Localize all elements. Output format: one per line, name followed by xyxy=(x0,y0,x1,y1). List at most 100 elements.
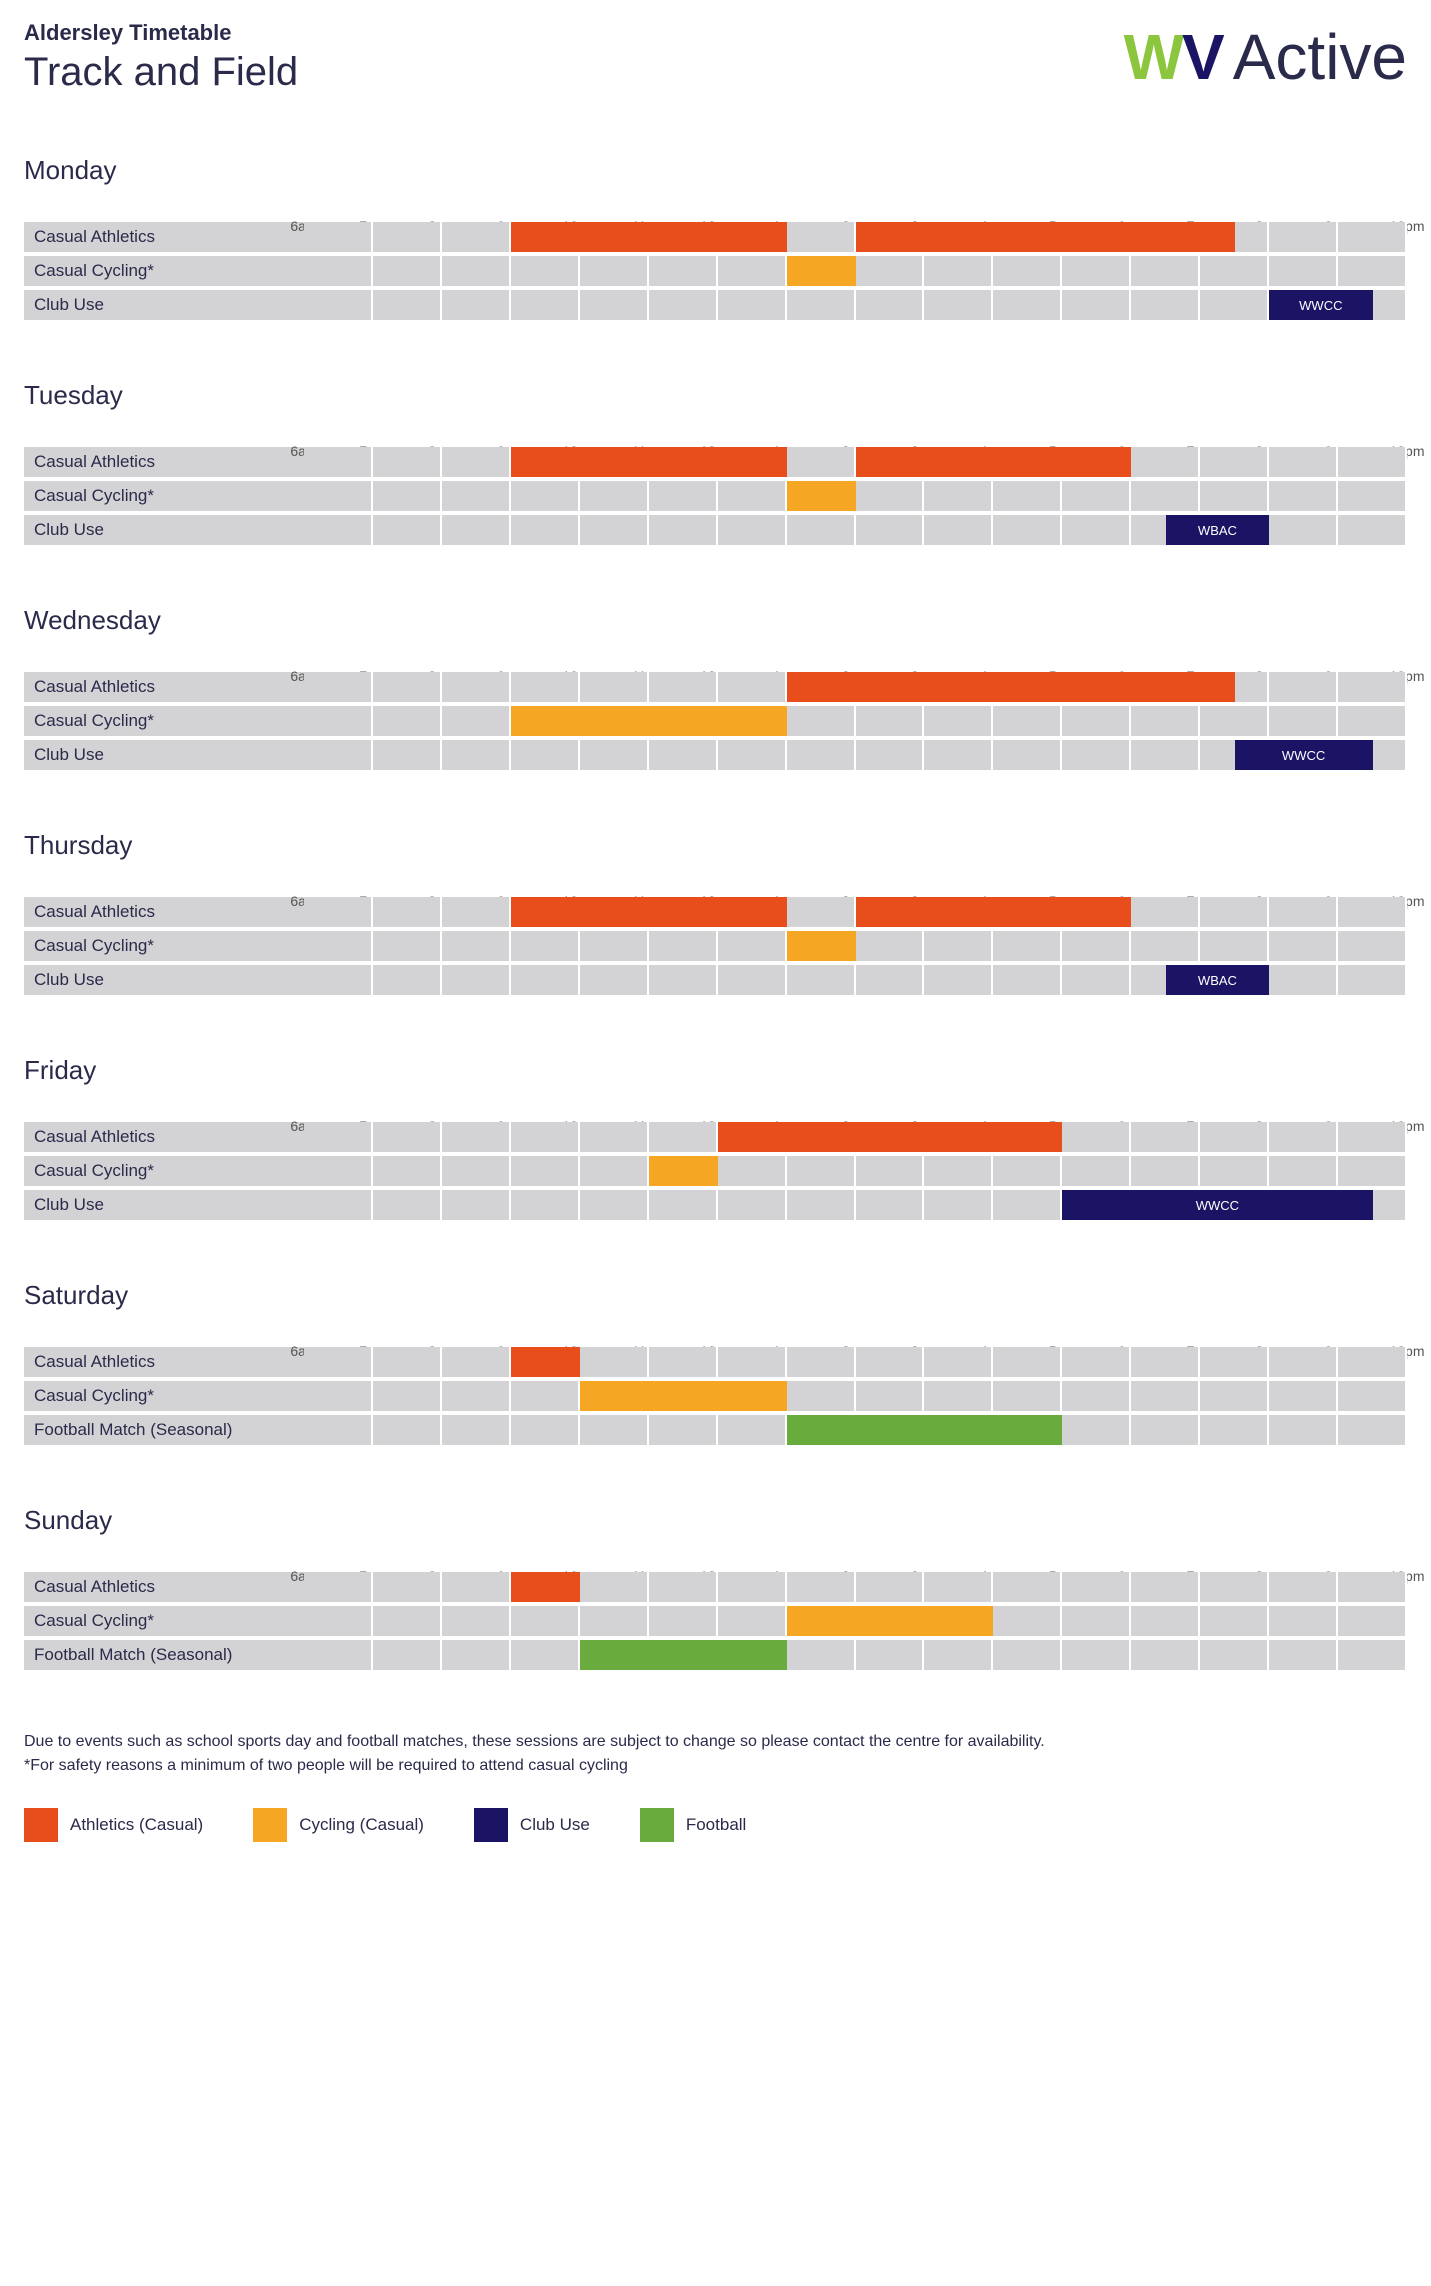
activity-row: Casual Athletics xyxy=(24,1122,1407,1152)
hour-cell xyxy=(787,1640,856,1670)
logo-w: W xyxy=(1124,20,1182,94)
hour-cell xyxy=(511,965,580,995)
hour-cell xyxy=(787,1572,856,1602)
hour-cell xyxy=(1269,256,1338,286)
hour-cell xyxy=(373,1190,442,1220)
hour-cell xyxy=(924,1640,993,1670)
event-bar xyxy=(511,1572,580,1602)
activity-track: WWCC xyxy=(304,290,1407,320)
hour-cell xyxy=(1338,1122,1407,1152)
hour-cell xyxy=(442,447,511,477)
hour-cell xyxy=(511,931,580,961)
activity-label: Club Use xyxy=(24,290,304,320)
hour-cell xyxy=(1200,256,1269,286)
hour-cell xyxy=(373,706,442,736)
hour-cell xyxy=(511,1640,580,1670)
day-block: Wednesday6am7am8am9am10am11am12pm1pm2pm3… xyxy=(24,605,1407,770)
event-bar: WWCC xyxy=(1062,1190,1372,1220)
hour-cell xyxy=(511,672,580,702)
hour-cell xyxy=(924,1156,993,1186)
hour-cell xyxy=(649,515,718,545)
hour-cell xyxy=(1338,1347,1407,1377)
hour-cell xyxy=(580,740,649,770)
activity-label: Casual Cycling* xyxy=(24,1606,304,1636)
activity-track: WBAC xyxy=(304,965,1407,995)
hour-cell xyxy=(718,290,787,320)
hour-cell xyxy=(373,290,442,320)
hour-cell xyxy=(1200,931,1269,961)
logo-v: V xyxy=(1182,20,1223,94)
hour-cell xyxy=(1200,1122,1269,1152)
hour-cell xyxy=(304,740,373,770)
hour-cell xyxy=(1269,672,1338,702)
hour-cell xyxy=(856,706,925,736)
hour-cell xyxy=(511,1381,580,1411)
event-bar xyxy=(787,481,856,511)
hour-cell xyxy=(373,481,442,511)
hour-cell xyxy=(649,1415,718,1445)
hour-cell xyxy=(1200,1347,1269,1377)
legend-swatch xyxy=(640,1808,674,1842)
hour-cell xyxy=(649,1190,718,1220)
hour-cell xyxy=(1200,1156,1269,1186)
hour-cell xyxy=(718,1415,787,1445)
day-name: Tuesday xyxy=(24,380,1407,411)
hour-cell xyxy=(442,931,511,961)
event-bar xyxy=(511,1347,580,1377)
activity-row: Casual Athletics xyxy=(24,447,1407,477)
hour-cell xyxy=(1269,1347,1338,1377)
event-bar xyxy=(787,1415,1063,1445)
day-name: Monday xyxy=(24,155,1407,186)
activity-track xyxy=(304,1606,1407,1636)
hour-cell xyxy=(373,1156,442,1186)
hour-cell xyxy=(442,1415,511,1445)
hour-cell xyxy=(442,672,511,702)
hour-cell xyxy=(924,931,993,961)
hour-cell xyxy=(649,481,718,511)
hour-cell xyxy=(1338,1572,1407,1602)
hour-cell xyxy=(1200,706,1269,736)
hour-cell xyxy=(580,931,649,961)
hour-cell xyxy=(787,290,856,320)
hour-cell xyxy=(373,1122,442,1152)
hour-cell xyxy=(373,256,442,286)
hour-cell xyxy=(718,1347,787,1377)
activity-label: Casual Cycling* xyxy=(24,706,304,736)
hour-cell xyxy=(580,290,649,320)
activity-label: Casual Athletics xyxy=(24,672,304,702)
hour-cell xyxy=(304,1381,373,1411)
hour-cell xyxy=(373,740,442,770)
activity-track xyxy=(304,672,1407,702)
day-block: Friday6am7am8am9am10am11am12pm1pm2pm3pm4… xyxy=(24,1055,1407,1220)
hour-cell xyxy=(856,1640,925,1670)
hour-cell xyxy=(1131,740,1200,770)
hour-cell xyxy=(1062,256,1131,286)
header-text-block: Aldersley Timetable Track and Field xyxy=(24,20,298,95)
activity-row: Casual Athletics xyxy=(24,222,1407,252)
hour-cell xyxy=(718,515,787,545)
legend-item: Cycling (Casual) xyxy=(253,1808,424,1842)
event-bar xyxy=(856,222,1235,252)
hour-cell xyxy=(1269,706,1338,736)
hour-cell xyxy=(993,256,1062,286)
hour-cell xyxy=(993,740,1062,770)
activity-label: Casual Athletics xyxy=(24,447,304,477)
hour-cell xyxy=(856,931,925,961)
hour-cell xyxy=(580,1347,649,1377)
hour-cell xyxy=(580,965,649,995)
hour-cell xyxy=(1062,1572,1131,1602)
time-header: 6am7am8am9am10am11am12pm1pm2pm3pm4pm5pm6… xyxy=(24,1542,1407,1572)
hour-cell xyxy=(1269,222,1338,252)
activity-track: WBAC xyxy=(304,515,1407,545)
hour-cell xyxy=(511,515,580,545)
time-header: 6am7am8am9am10am11am12pm1pm2pm3pm4pm5pm6… xyxy=(24,1092,1407,1122)
hour-cell xyxy=(1062,1415,1131,1445)
hour-cell xyxy=(856,965,925,995)
legend-swatch xyxy=(474,1808,508,1842)
activity-track xyxy=(304,897,1407,927)
hour-cell xyxy=(856,515,925,545)
hour-cell xyxy=(856,1347,925,1377)
hour-cell xyxy=(649,1606,718,1636)
activity-label: Casual Athletics xyxy=(24,1122,304,1152)
activity-track xyxy=(304,1347,1407,1377)
